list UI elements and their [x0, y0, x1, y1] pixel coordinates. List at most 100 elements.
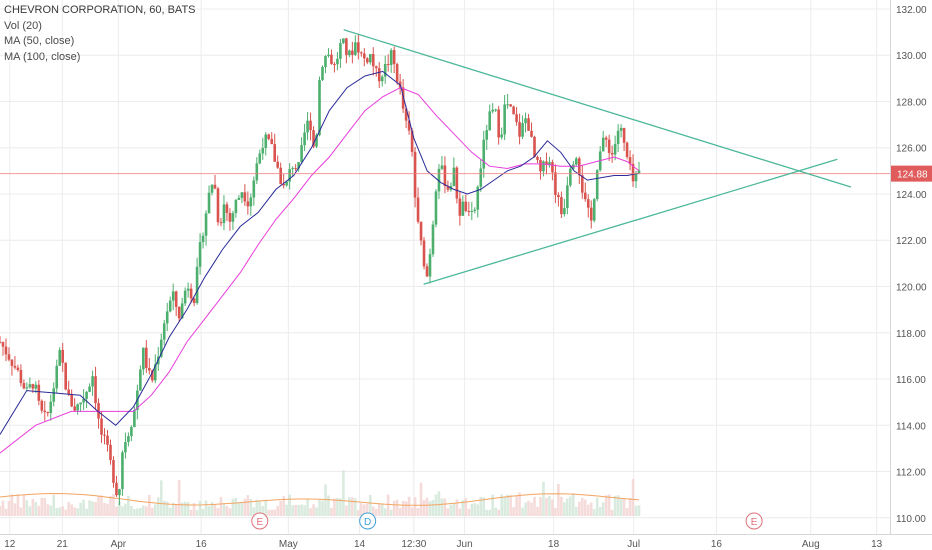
candle-body	[542, 161, 545, 172]
y-tick-label: 110.00	[896, 514, 926, 525]
volume-bar	[580, 497, 584, 516]
volume-bar	[437, 491, 441, 516]
candle-body	[333, 64, 336, 66]
volume-bar	[252, 507, 256, 516]
legend-vol[interactable]: Vol (20)	[4, 19, 42, 32]
candle-body	[159, 339, 163, 357]
volume-bar	[174, 504, 178, 516]
candle-body	[321, 67, 324, 81]
volume-bar	[533, 496, 536, 516]
volume-bar	[216, 508, 220, 516]
candle-body	[67, 389, 70, 395]
volume-bar	[40, 497, 44, 516]
volume-bar	[357, 509, 360, 516]
volume-bar	[500, 494, 503, 516]
candle-body	[10, 359, 14, 366]
candle-body	[58, 349, 62, 366]
volume-bar	[545, 497, 548, 516]
candle-body	[148, 367, 151, 371]
candle-body	[634, 173, 638, 182]
legend-ma100[interactable]: MA (100, close)	[4, 50, 81, 63]
volume-bar	[368, 494, 372, 516]
volume-bar	[204, 500, 208, 516]
moving-averages	[0, 70, 890, 454]
candle-body	[494, 109, 497, 111]
volume-bar	[458, 508, 462, 516]
candle-body	[183, 290, 187, 304]
candle-body	[252, 180, 256, 198]
candle-body	[443, 165, 447, 187]
candle-body	[264, 134, 268, 148]
volume-bar	[58, 507, 62, 516]
volume-bar	[583, 499, 587, 516]
candle-body	[231, 213, 235, 222]
volume-bar	[279, 500, 282, 516]
volume-bar	[222, 504, 226, 516]
candle-body	[330, 54, 333, 65]
volume-bar	[485, 509, 489, 516]
candle-body	[261, 147, 265, 154]
candle-body	[583, 192, 587, 200]
volume-bar	[601, 502, 605, 516]
candle-body	[566, 185, 569, 209]
volume-bar	[494, 507, 497, 516]
volume-bar	[201, 508, 205, 516]
volume-bar	[589, 502, 593, 516]
candle-body	[518, 122, 521, 137]
volume-bar	[380, 503, 384, 516]
volume-bar	[509, 495, 512, 516]
candle-body	[153, 364, 157, 381]
volume-bar	[1, 500, 5, 516]
event-label: D	[364, 517, 371, 528]
legend-ma50[interactable]: MA (50, close)	[4, 35, 75, 47]
candle-body	[189, 288, 193, 299]
candle-body	[37, 384, 41, 401]
volume-bar	[231, 498, 235, 516]
volume-bar	[306, 499, 309, 516]
volume-bar	[76, 508, 79, 516]
volume-bar	[70, 504, 73, 516]
volume-bar	[342, 470, 345, 516]
volume-bar	[604, 495, 608, 516]
candle-body	[186, 288, 190, 291]
candle-body	[357, 42, 360, 53]
candle-body	[467, 210, 471, 212]
price-axis[interactable]: 132.00 130.00 128.00 126.00 124.00 122.00 120.…	[890, 0, 932, 534]
volume-bar	[622, 498, 626, 516]
candle-body	[28, 384, 32, 388]
volume-bar	[4, 508, 8, 516]
candle-body	[165, 311, 169, 324]
volume-bar	[219, 496, 223, 516]
candle-body	[625, 142, 629, 158]
candle-body	[515, 114, 518, 123]
volume-bar	[416, 508, 420, 516]
grid-lines	[0, 0, 890, 534]
candle-body	[512, 106, 515, 115]
y-tick-label: 126.00	[896, 144, 927, 155]
candle-body	[395, 64, 399, 82]
volume-bar	[109, 495, 112, 516]
candle-body	[171, 291, 175, 301]
candle-body	[363, 53, 366, 59]
volume-bar	[634, 505, 638, 516]
volume-bar	[294, 505, 297, 516]
symbol-title[interactable]: CHEVRON CORPORATION, 60, BATS	[4, 4, 196, 16]
volume-bar	[312, 504, 315, 516]
candle-body	[112, 460, 115, 483]
candle-body	[255, 163, 259, 181]
volume-bar	[377, 503, 381, 516]
trendlines[interactable]	[343, 29, 852, 285]
candle-body	[530, 130, 533, 137]
time-axis[interactable]: 12 21 Apr 16 May 14 12:30 Jun 18 Jul 16 Aug 13	[0, 534, 932, 550]
candle-body	[195, 266, 199, 304]
candle-body	[324, 56, 327, 68]
volume-bar	[521, 507, 524, 516]
volume-bar	[82, 499, 85, 516]
candle-body	[616, 130, 620, 145]
candle-body	[237, 197, 241, 200]
candle-body	[79, 402, 82, 405]
volume-bar	[133, 509, 136, 516]
volume-bar	[148, 494, 151, 516]
